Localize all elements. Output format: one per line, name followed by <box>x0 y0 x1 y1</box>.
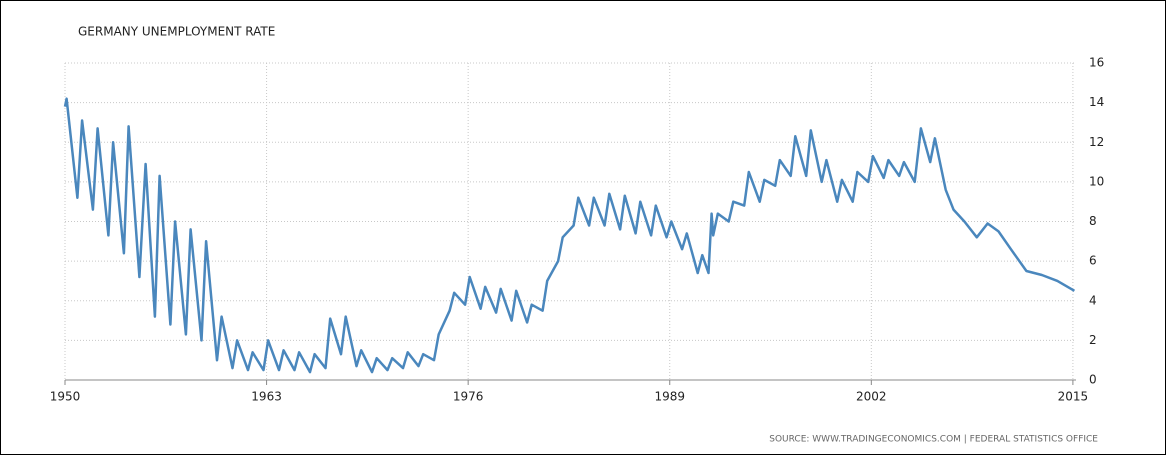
y-tick-label: 16 <box>1089 56 1104 70</box>
chart-title: GERMANY UNEMPLOYMENT RATE <box>78 25 275 39</box>
x-tick-label: 2015 <box>1058 390 1089 404</box>
x-tick-label: 2002 <box>856 390 887 404</box>
x-tick-label: 1950 <box>50 390 81 404</box>
x-tick-label: 1976 <box>453 390 484 404</box>
y-tick-label: 4 <box>1089 293 1097 307</box>
y-tick-label: 10 <box>1089 174 1104 188</box>
y-tick-label: 8 <box>1089 214 1097 228</box>
y-tick-label: 6 <box>1089 254 1097 268</box>
x-tick-label: 1963 <box>251 390 282 404</box>
y-tick-label: 2 <box>1089 333 1097 347</box>
source: SOURCE: WWW.TRADINGECONOMICS.COM | FEDER… <box>769 435 1098 445</box>
data-line <box>63 97 1076 374</box>
x-tick-label: 1989 <box>654 390 685 404</box>
y-tick-label: 0 <box>1089 373 1097 387</box>
y-tick-label: 14 <box>1089 95 1104 109</box>
y-tick-label: 12 <box>1089 135 1104 149</box>
